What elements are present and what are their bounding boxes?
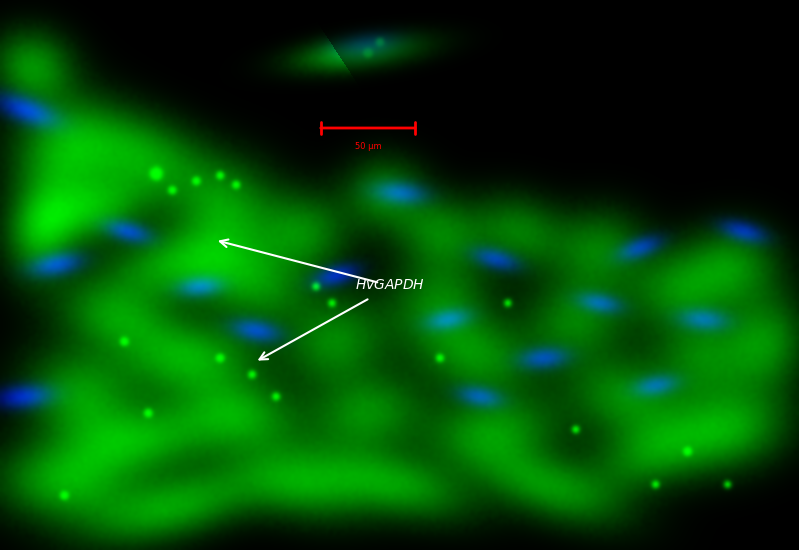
Text: 50 μm: 50 μm xyxy=(355,142,381,151)
Text: $\mathit{HvGAPDH}$: $\mathit{HvGAPDH}$ xyxy=(355,278,425,292)
